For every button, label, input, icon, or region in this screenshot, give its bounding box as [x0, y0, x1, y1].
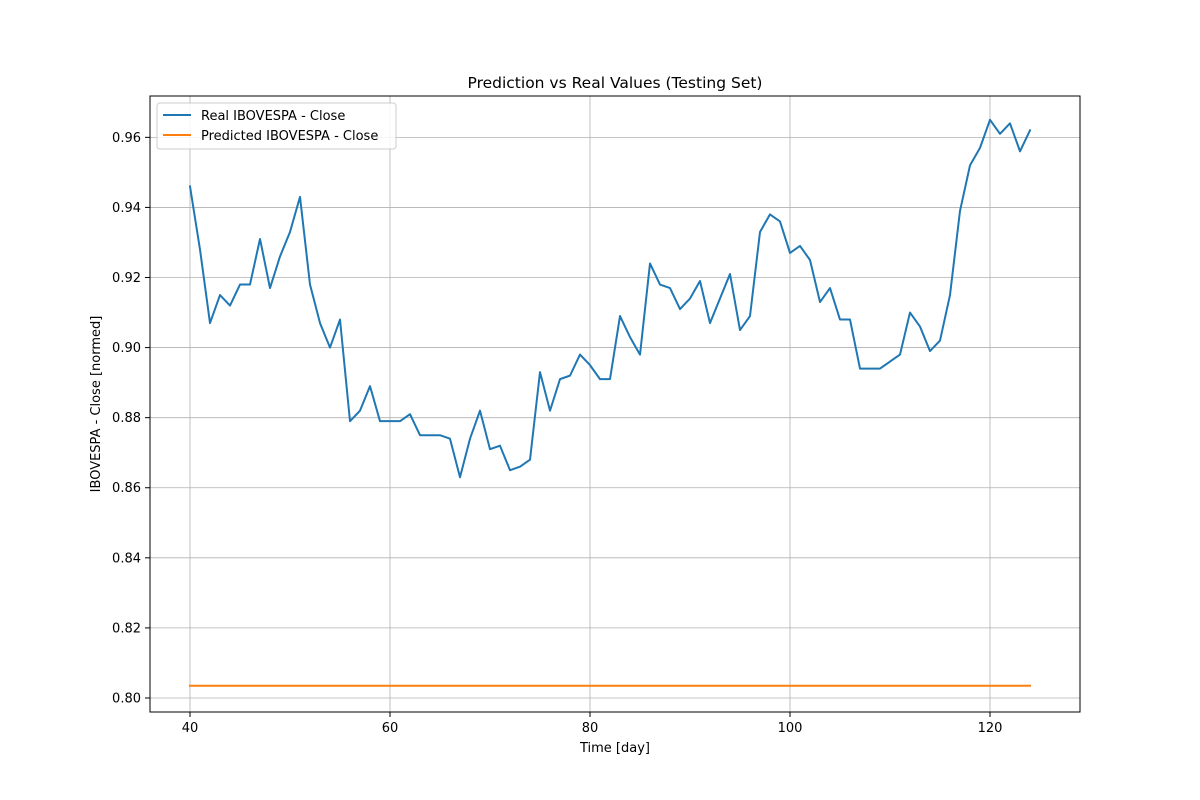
y-axis-title: IBOVESPA - Close [normed] [89, 316, 104, 493]
y-tick-label: 0.90 [112, 341, 141, 356]
legend-label-real: Real IBOVESPA - Close [201, 109, 345, 124]
x-axis: 40 60 80 100 120 [182, 712, 1003, 736]
y-tick-label: 0.88 [112, 411, 141, 426]
legend: Real IBOVESPA - Close Predicted IBOVESPA… [156, 102, 397, 150]
y-tick-label: 0.80 [112, 691, 141, 706]
x-tick-label: 40 [182, 721, 199, 736]
x-tick-label: 60 [382, 721, 399, 736]
y-tick-label: 0.82 [112, 621, 141, 636]
series-layer [188, 118, 1032, 687]
legend-box [156, 102, 397, 150]
y-tick-label: 0.92 [112, 271, 141, 286]
y-tick-label: 0.86 [112, 481, 141, 496]
y-tick-label: 0.84 [112, 551, 141, 566]
x-tick-label: 100 [778, 721, 803, 736]
y-axis: 0.80 0.82 0.84 0.86 0.88 0.90 0.92 0.94 0.96 [112, 131, 150, 706]
x-tick-label: 80 [582, 721, 599, 736]
series-line-real [188, 118, 1032, 479]
legend-label-predicted: Predicted IBOVESPA - Close [201, 129, 378, 144]
x-axis-title: Time [day] [579, 741, 650, 756]
y-tick-label: 0.96 [112, 131, 141, 146]
x-tick-label: 120 [978, 721, 1003, 736]
y-tick-label: 0.94 [112, 201, 141, 216]
plot-frame [149, 95, 1081, 713]
grid [150, 96, 1080, 712]
chart-title: Prediction vs Real Values (Testing Set) [468, 74, 763, 92]
